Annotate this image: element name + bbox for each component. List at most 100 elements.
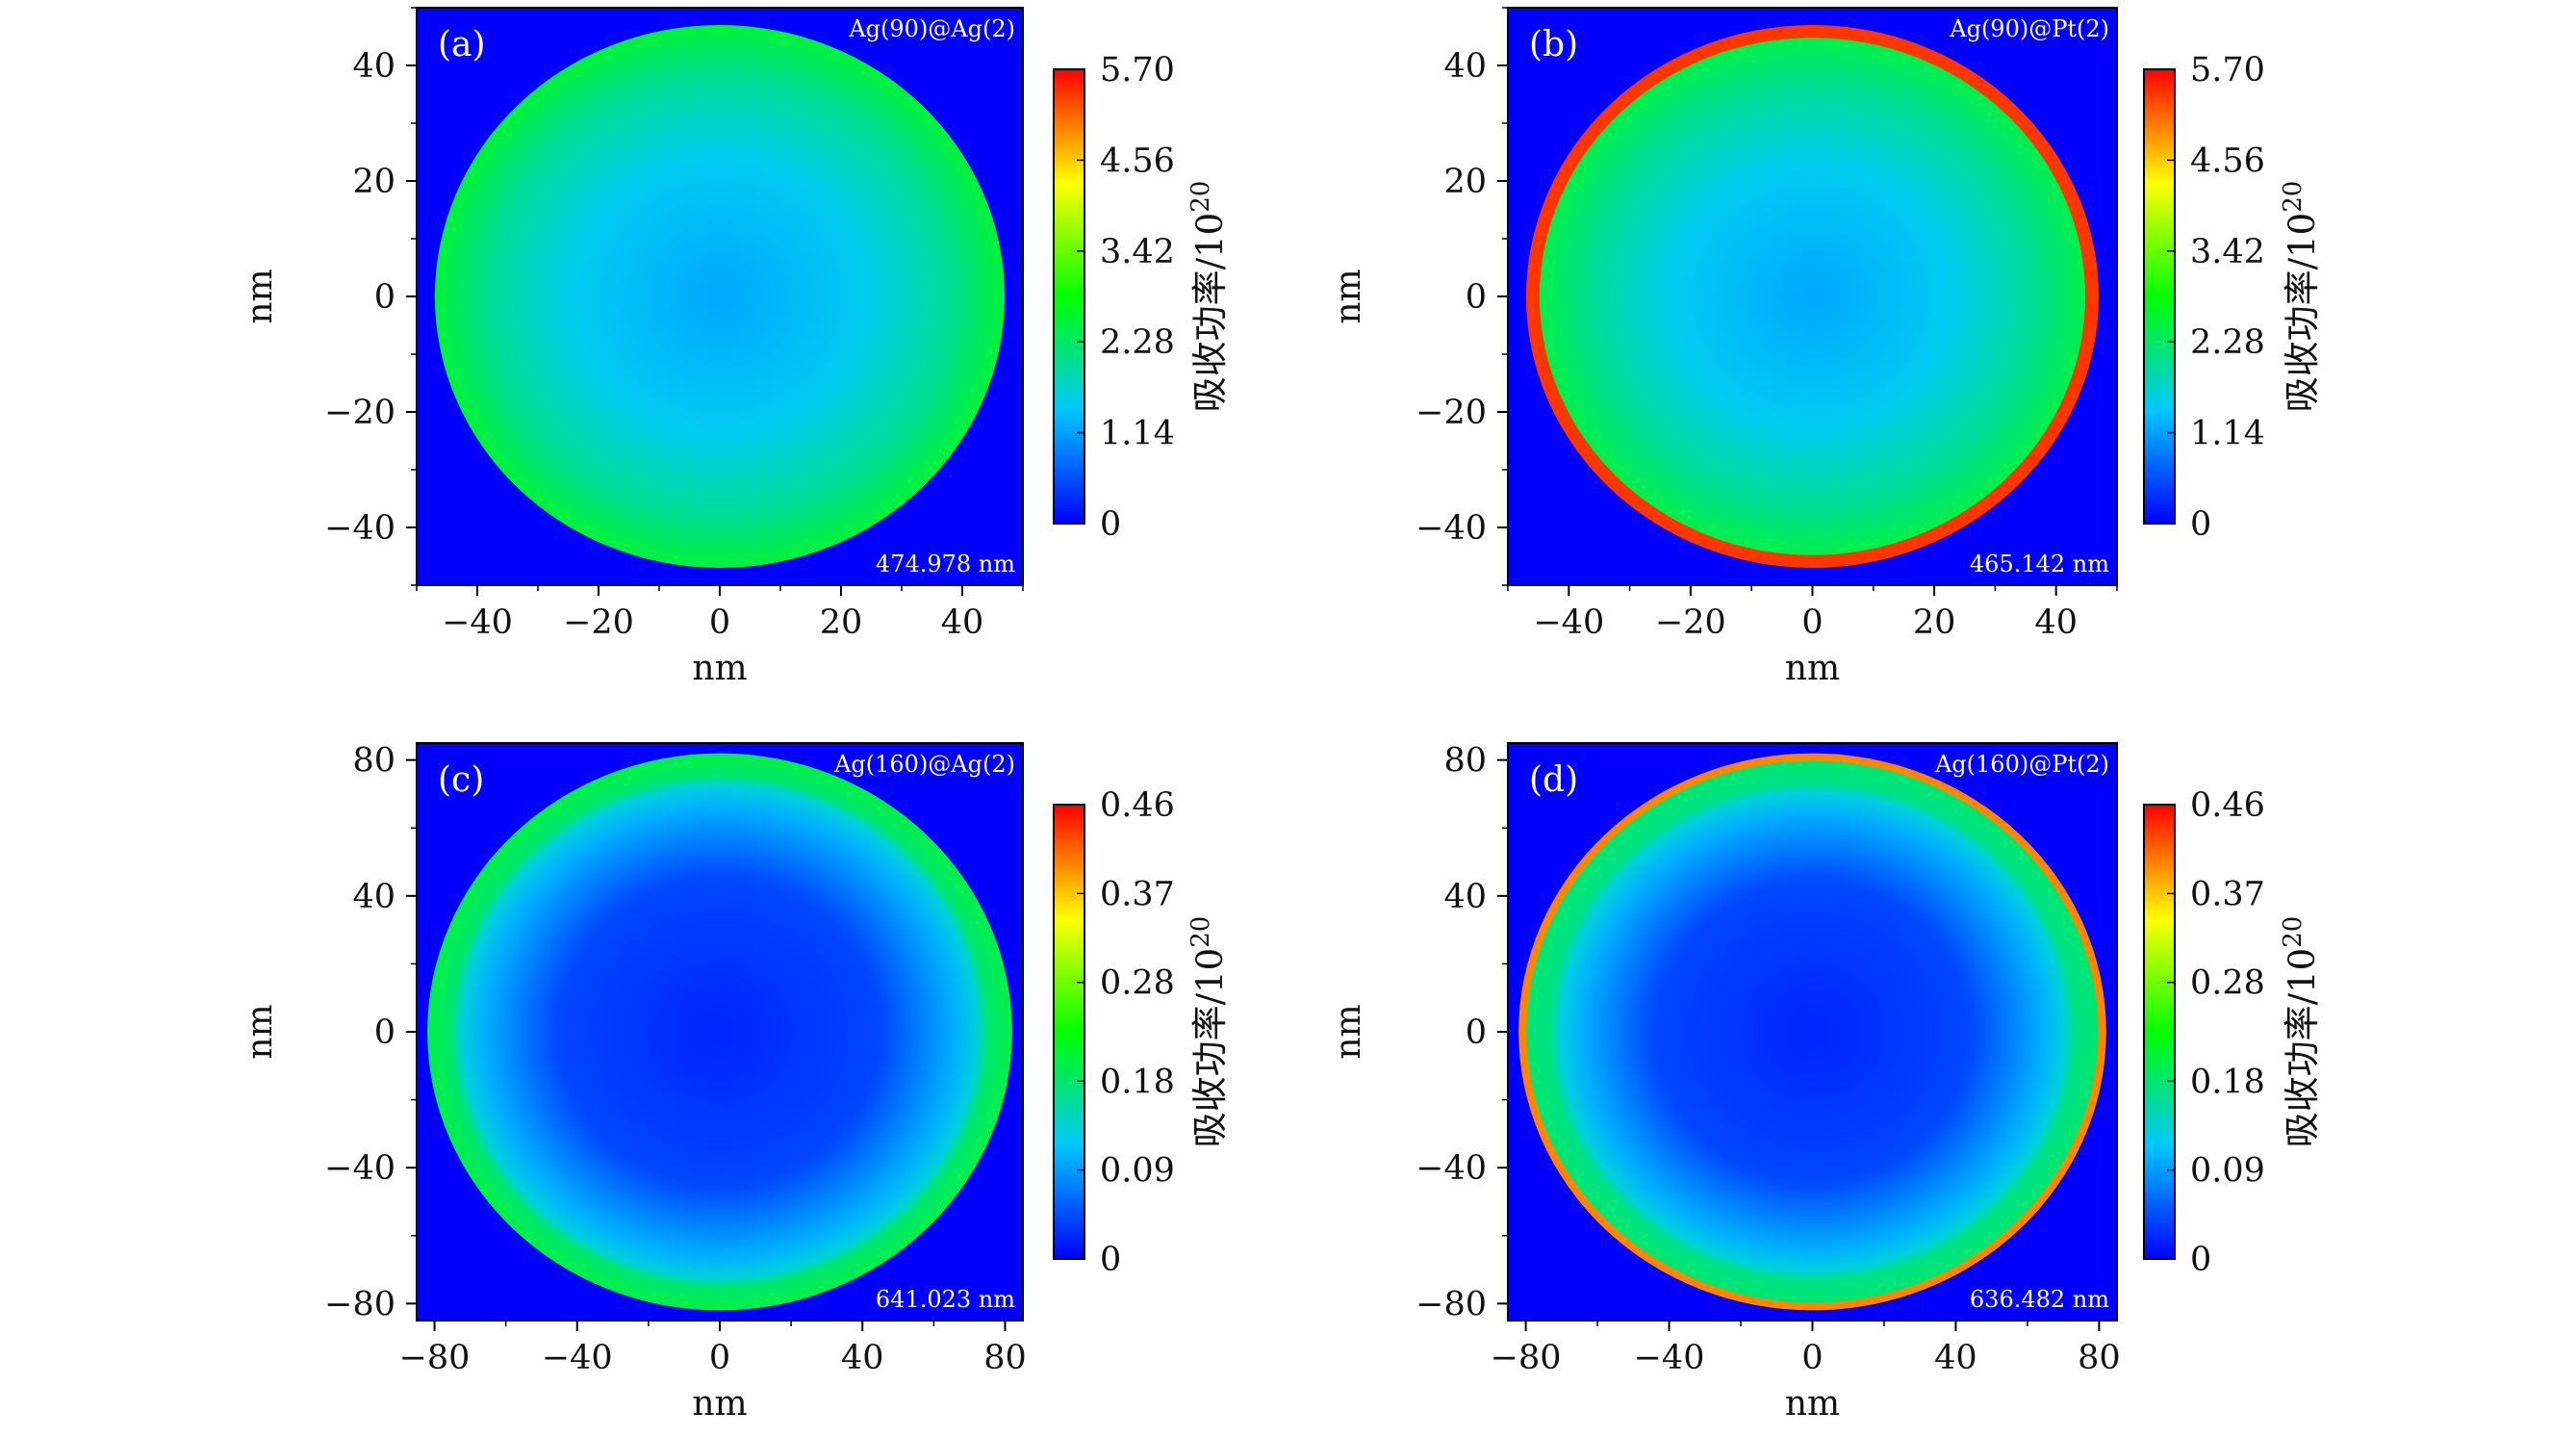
- y-tick-label: −40: [1416, 1149, 1487, 1188]
- y-axis-label: nm: [1329, 269, 1368, 323]
- particle-core: [427, 753, 1012, 1311]
- colorbar-label: 吸收功率/1020: [1186, 916, 1231, 1148]
- colorbar-tick-label: 0.37: [1100, 875, 1175, 913]
- y-tick-label: 0: [1466, 1014, 1487, 1052]
- colorbar-tick-label: 0.46: [2190, 786, 2265, 825]
- colorbar: [2143, 68, 2176, 525]
- y-axis-label: nm: [241, 1004, 280, 1059]
- panel-title: Ag(90)@Ag(2): [848, 15, 1015, 42]
- panel-label: (c): [438, 760, 484, 800]
- x-tick-label: −20: [1655, 603, 1726, 642]
- colorbar-tick-label: 0.28: [1100, 964, 1175, 1003]
- colorbar-tick-label: 0: [1100, 1241, 1121, 1279]
- wavelength-annotation: 636.482 nm: [1970, 1286, 2109, 1313]
- panel-title: Ag(160)@Pt(2): [1934, 751, 2109, 778]
- wavelength-annotation: 465.142 nm: [1970, 551, 2109, 577]
- x-tick-label: −40: [1634, 1339, 1705, 1377]
- panel-a: −40 −20 0 20 40 40 20 0 −20 −40 nm nm (a) Ag(90)@Ag(2…: [241, 7, 1231, 688]
- particle-core: [1526, 760, 2099, 1303]
- x-tick-label: 0: [709, 1339, 730, 1377]
- x-tick-label: 40: [2034, 603, 2078, 642]
- x-tick-label: 0: [1801, 603, 1823, 642]
- colorbar-tick-label: 4.56: [1100, 141, 1175, 180]
- x-axis-label: nm: [692, 649, 747, 688]
- y-tick-label: −40: [1416, 509, 1487, 548]
- panel-b: −40 −20 0 20 40 40 20 0 −20 −40 nm nm (b) Ag(90)@Pt(2…: [1329, 7, 2323, 688]
- panel-label: (d): [1529, 760, 1578, 800]
- y-tick-label: 40: [352, 878, 395, 916]
- x-tick-label: −40: [542, 1339, 613, 1377]
- y-tick-label: 0: [374, 1014, 395, 1052]
- colorbar-tick-label: 1.14: [1100, 415, 1175, 453]
- x-tick-label: 20: [820, 603, 863, 642]
- colorbar-tick-label: 5.70: [1100, 51, 1175, 90]
- colorbar-tick-label: 0.18: [1100, 1063, 1175, 1101]
- wavelength-annotation: 474.978 nm: [876, 551, 1015, 577]
- colorbar-tick-label: 0.37: [2190, 875, 2265, 913]
- panel-title: Ag(160)@Ag(2): [833, 751, 1015, 778]
- x-tick-label: 0: [709, 603, 730, 642]
- colorbar: [1053, 68, 1085, 525]
- x-tick-label: −80: [399, 1339, 471, 1377]
- x-axis-label: nm: [1785, 1384, 1840, 1424]
- particle-core: [1539, 38, 2086, 555]
- x-tick-label: −40: [1533, 603, 1604, 642]
- y-tick-label: 0: [374, 278, 395, 317]
- y-tick-label: −20: [1416, 394, 1487, 432]
- colorbar: [1053, 804, 1085, 1260]
- colorbar-tick-label: 3.42: [1100, 233, 1175, 271]
- y-tick-label: −40: [324, 1149, 395, 1188]
- colorbar-tick-label: 0.09: [2190, 1152, 2265, 1191]
- x-axis-label: nm: [1785, 649, 1840, 688]
- colorbar-label-exponent: 20: [1186, 181, 1215, 213]
- y-tick-label: 80: [1443, 742, 1487, 781]
- colorbar-tick-label: 0.18: [2190, 1063, 2265, 1101]
- y-axis-label: nm: [241, 269, 280, 323]
- colorbar-label-exponent: 20: [2279, 181, 2308, 213]
- y-axis-label: nm: [1329, 1004, 1368, 1059]
- x-tick-label: −20: [563, 603, 634, 642]
- colorbar-label: 吸收功率/1020: [2279, 916, 2323, 1148]
- colorbar-tick-label: 0: [2190, 1241, 2211, 1279]
- colorbar-tick-label: 0.28: [2190, 964, 2265, 1003]
- panel-d: −80 −40 0 40 80 80 40 0 −40 −80 nm nm (d) Ag(160)@Pt(…: [1329, 742, 2323, 1424]
- x-tick-label: 40: [1934, 1339, 1977, 1377]
- colorbar-label-exponent: 20: [1186, 916, 1215, 948]
- panel-label: (a): [438, 25, 486, 64]
- colorbar: [2143, 804, 2176, 1260]
- colorbar-tick-label: 4.56: [2190, 141, 2265, 180]
- y-tick-label: 80: [352, 742, 395, 781]
- colorbar-label: 吸收功率/1020: [2279, 181, 2323, 413]
- colorbar-tick-label: 0: [2190, 505, 2211, 544]
- wavelength-annotation: 641.023 nm: [876, 1286, 1015, 1313]
- colorbar-tick-label: 0: [1100, 505, 1121, 544]
- y-tick-label: −40: [324, 509, 395, 548]
- panel-title: Ag(90)@Pt(2): [1949, 15, 2109, 42]
- x-tick-label: 20: [1913, 603, 1956, 642]
- particle-core: [434, 25, 1006, 568]
- y-tick-label: 0: [1466, 278, 1487, 317]
- x-tick-label: 40: [841, 1339, 884, 1377]
- colorbar-tick-label: 2.28: [2190, 323, 2265, 362]
- y-tick-label: 20: [352, 163, 395, 201]
- colorbar-tick-label: 0.46: [1100, 786, 1175, 825]
- y-tick-label: 40: [1443, 878, 1487, 916]
- colorbar-tick-label: 1.14: [2190, 415, 2265, 453]
- y-tick-label: 40: [352, 47, 395, 86]
- y-tick-label: 40: [1443, 47, 1487, 86]
- colorbar-tick-label: 5.70: [2190, 51, 2265, 90]
- x-tick-label: 40: [941, 603, 984, 642]
- x-tick-label: −40: [442, 603, 513, 642]
- colorbar-label: 吸收功率/1020: [1186, 181, 1231, 413]
- x-tick-label: 0: [1801, 1339, 1823, 1377]
- colorbar-tick-label: 0.09: [1100, 1152, 1175, 1191]
- colorbar-tick-label: 2.28: [1100, 323, 1175, 362]
- y-tick-label: −80: [1416, 1285, 1487, 1323]
- x-tick-label: 80: [2078, 1339, 2121, 1377]
- panel-label: (b): [1529, 25, 1578, 64]
- y-tick-label: −80: [324, 1285, 395, 1323]
- y-tick-label: 20: [1443, 163, 1487, 201]
- panel-c: −80 −40 0 40 80 80 40 0 −40 −80 nm nm (c) Ag(160)@Ag(…: [241, 742, 1231, 1424]
- x-axis-label: nm: [692, 1384, 747, 1424]
